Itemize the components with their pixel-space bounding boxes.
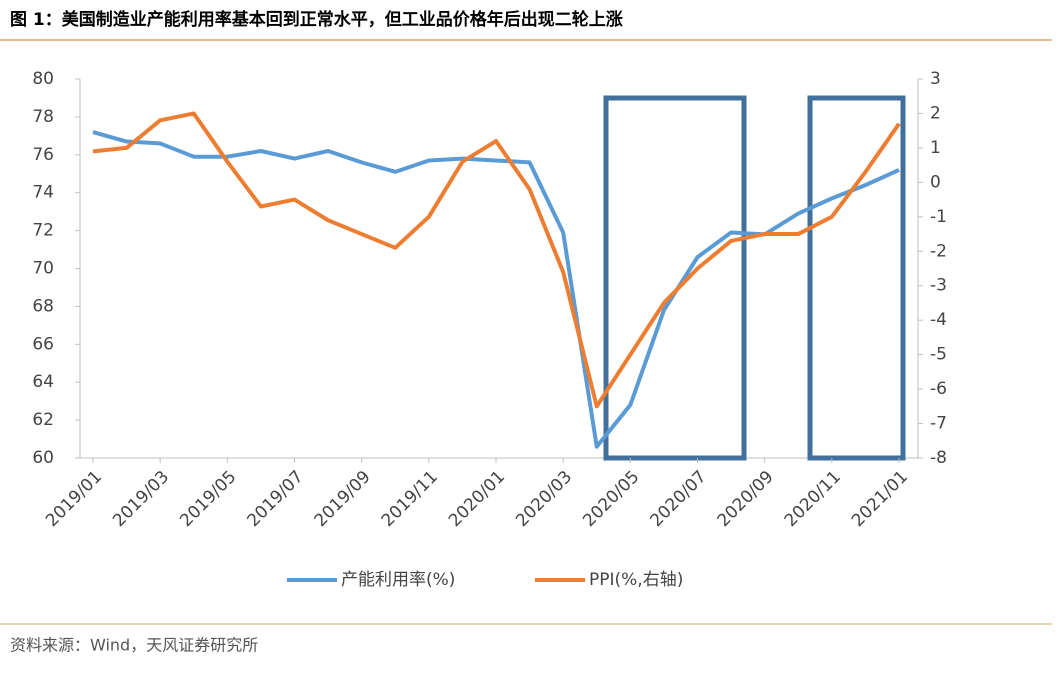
highlight-box <box>603 95 747 461</box>
x-tick-label: 2020/05 <box>579 467 643 531</box>
highlight-box <box>807 95 906 461</box>
y-tick-label: 70 <box>32 259 54 279</box>
y2-tick-label: -2 <box>930 241 947 261</box>
x-tick-label: 2019/07 <box>243 467 307 531</box>
y-tick-label: 78 <box>32 107 54 127</box>
x-tick-label: 2020/09 <box>714 467 778 531</box>
x-tick-label: 2019/11 <box>378 467 442 531</box>
y2-tick-label: -6 <box>930 379 947 399</box>
y-tick-label: 64 <box>32 372 54 392</box>
y2-tick-label: -8 <box>930 448 947 468</box>
x-tick-label: 2019/01 <box>42 467 106 531</box>
y2-tick-label: 0 <box>930 172 941 192</box>
legend-label: PPI(%,右轴) <box>589 570 683 590</box>
x-tick-label: 2019/09 <box>311 467 375 531</box>
y-tick-label: 62 <box>32 410 54 430</box>
y-tick-label: 60 <box>32 448 54 468</box>
y2-tick-label: -3 <box>930 276 947 296</box>
x-tick-label: 2020/01 <box>445 467 509 531</box>
x-tick-label: 2020/11 <box>781 467 845 531</box>
legend-label: 产能利用率(%) <box>341 570 455 590</box>
x-tick-label: 2020/07 <box>646 467 710 531</box>
x-tick-label: 2020/03 <box>512 467 576 531</box>
y-tick-label: 66 <box>32 334 54 354</box>
y-tick-label: 76 <box>32 145 54 165</box>
y2-tick-label: 2 <box>930 103 941 123</box>
y-tick-label: 72 <box>32 221 54 241</box>
y2-tick-label: -4 <box>930 310 947 330</box>
chart-title: 图 1：美国制造业产能利用率基本回到正常水平，但工业品价格年后出现二轮上涨 <box>10 9 623 30</box>
y2-tick-label: 3 <box>930 69 941 89</box>
y2-tick-label: -1 <box>930 207 947 227</box>
y-tick-label: 80 <box>32 69 54 89</box>
y-tick-label: 74 <box>32 183 54 203</box>
series-line <box>92 111 901 409</box>
x-tick-label: 2019/05 <box>176 467 240 531</box>
y2-tick-label: -5 <box>930 345 947 365</box>
y2-tick-label: -7 <box>930 414 947 434</box>
x-tick-label: 2019/03 <box>109 467 173 531</box>
y-tick-label: 68 <box>32 296 54 316</box>
source: 资料来源：Wind，天风证券研究所 <box>10 636 258 655</box>
y2-tick-label: 1 <box>930 138 941 158</box>
series-line <box>92 130 900 449</box>
x-tick-label: 2021/01 <box>848 467 912 531</box>
